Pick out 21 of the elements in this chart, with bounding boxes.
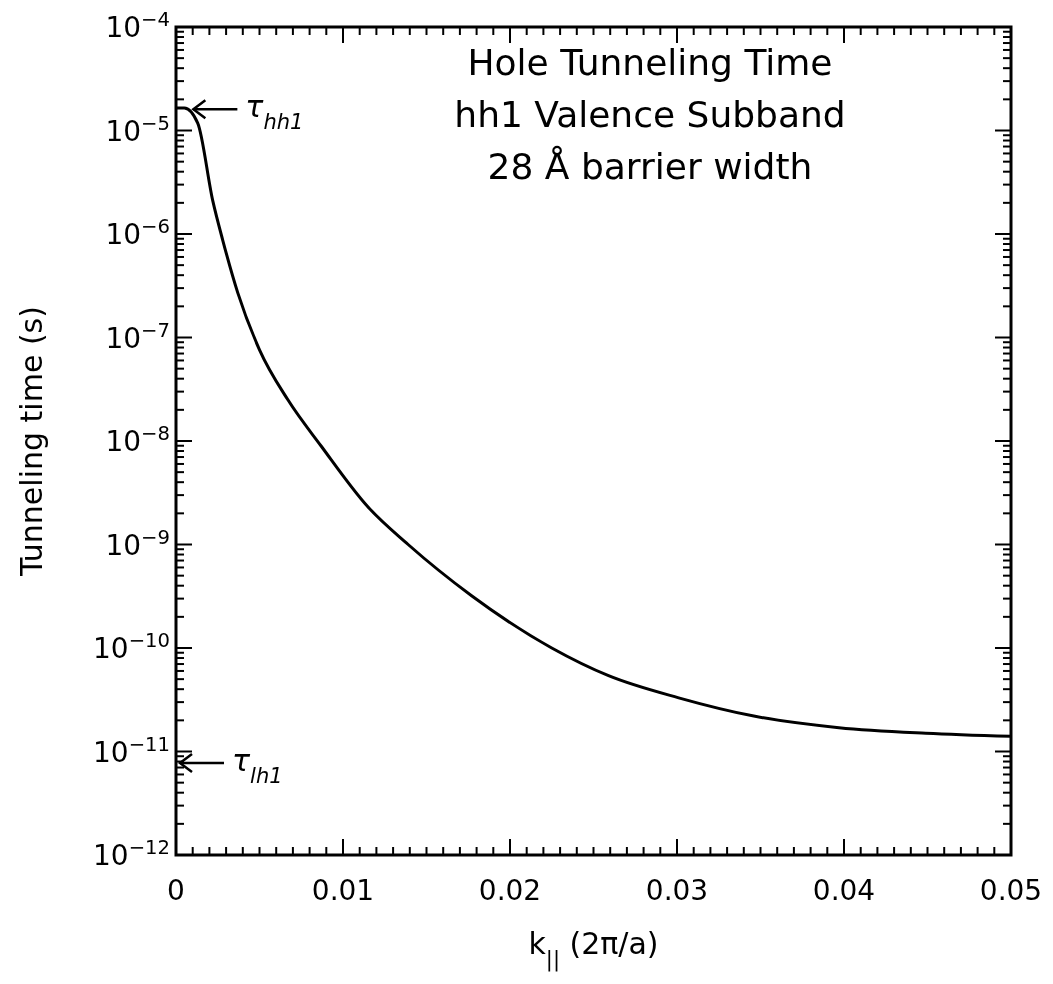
y-axis-title: Tunneling time (s) <box>14 306 49 577</box>
y-tick-label: 10$^{−4}$ <box>105 7 170 44</box>
annotation: τ$_{lh1}$ <box>232 743 283 788</box>
x-tick-label: 0.04 <box>812 874 876 907</box>
x-tick-label: 0.01 <box>311 874 375 907</box>
annotation: τ$_{hh1}$ <box>245 89 304 135</box>
y-tick-label: 10$^{−10}$ <box>93 628 170 665</box>
y-tick-label: 10$^{−8}$ <box>105 421 170 458</box>
x-axis-title: k$_{||}$ (2π/a) <box>528 926 659 972</box>
y-tick-label: 10$^{−6}$ <box>105 214 170 251</box>
y-tick-label: 10$^{−11}$ <box>93 732 170 769</box>
y-tick-label: 10$^{−7}$ <box>105 318 170 355</box>
x-tick-label: 0.02 <box>478 874 542 907</box>
chart-title: Hole Tunneling Time <box>467 42 833 83</box>
x-tick-label: 0 <box>167 874 185 907</box>
text: hh1 Valence Subband 28 Å barrier width <box>454 94 846 187</box>
y-tick-label: 10$^{−12}$ <box>93 835 170 872</box>
y-tick-label: 10$^{−5}$ <box>105 111 170 148</box>
x-tick-label: 0.05 <box>979 874 1043 907</box>
y-tick-label: 10$^{−9}$ <box>105 525 170 562</box>
x-tick-label: 0.03 <box>645 874 709 907</box>
